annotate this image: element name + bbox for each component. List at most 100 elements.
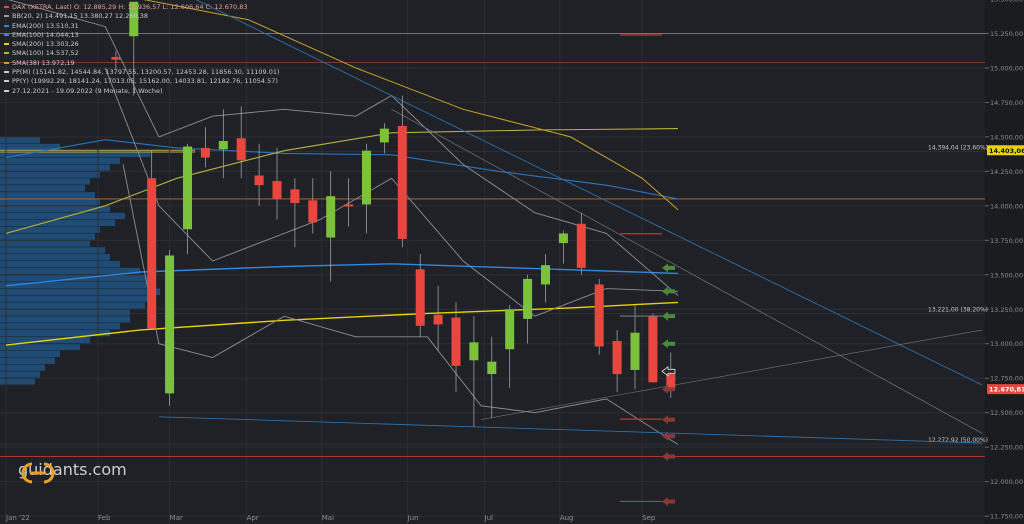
- volume-profile-bar: [0, 192, 95, 199]
- volume-profile-bar: [0, 357, 55, 364]
- line-trend-up: [481, 329, 983, 420]
- candle-up: [165, 249, 175, 406]
- legend-row: SMA(38) 13.972,19: [4, 59, 280, 68]
- volume-profile-bar: [0, 343, 80, 351]
- candle-down: [415, 254, 425, 337]
- candle-up: [505, 305, 515, 388]
- candle-down: [290, 178, 300, 248]
- legend-row-label: PP(M) (15141.82, 14544.84, 13797.55, 132…: [12, 68, 280, 77]
- candle-body: [129, 1, 139, 37]
- line-bb-mid: [104, 67, 679, 317]
- legend-row-label: 27.12.2021 - 19.09.2022 (9 Monate, 1 Woc…: [12, 86, 163, 95]
- signal-arrow-icon: [662, 496, 675, 506]
- legend-swatch-icon: [4, 71, 9, 74]
- price-tag: [987, 145, 1024, 156]
- line-support-long: [158, 416, 983, 444]
- signal-arrow-icon: [662, 384, 675, 394]
- candle-up: [218, 109, 228, 179]
- y-tick-label: 11.750,00: [990, 513, 1023, 521]
- price-tag-label: 14.403,06: [989, 147, 1024, 155]
- volume-profile-bar: [0, 267, 140, 275]
- series-icon: [4, 6, 9, 8]
- fib-level-label: 14.394,04 (23.60%): [928, 145, 988, 152]
- volume-profile-bar: [0, 281, 155, 289]
- y-tick-label: 15.250,00: [990, 30, 1023, 38]
- signal-arrow-icon: [662, 415, 675, 425]
- candle-up: [558, 230, 568, 264]
- candle-body: [558, 233, 568, 244]
- legend-row: PP(M) (15141.82, 14544.84, 13797.55, 132…: [4, 68, 280, 77]
- volume-profile-bar: [0, 178, 90, 185]
- legend-title-text: DAX (XETRA, Last) O: 12.885,29 H: 12.936…: [12, 3, 248, 11]
- legend-swatch-icon: [4, 15, 9, 18]
- candle-up: [630, 305, 640, 390]
- legend-swatch-icon: [4, 52, 9, 55]
- candle-down: [272, 147, 282, 220]
- volume-profile-bar: [0, 309, 130, 316]
- candle-down: [254, 143, 264, 206]
- line-ema100: [5, 139, 679, 200]
- legend-rows: BB(20, 2) 14.491,15 13.380,27 12.269,38 E…: [4, 12, 280, 96]
- volume-profile-bar: [0, 233, 95, 240]
- volume-profile-bar: [0, 323, 120, 330]
- line-sma38: [143, 0, 679, 211]
- candle-up: [523, 274, 533, 344]
- chart-legend: DAX (XETRA, Last) O: 12.885,29 H: 12.936…: [4, 3, 280, 96]
- legend-row: 27.12.2021 - 19.09.2022 (9 Monate, 1 Woc…: [4, 87, 280, 96]
- legend-swatch-icon: [4, 80, 9, 83]
- volume-profile-bar: [0, 371, 40, 378]
- x-tick-label: Sep: [642, 514, 656, 522]
- candle-body: [183, 146, 192, 230]
- line-sma200: [5, 301, 679, 346]
- volume-profile-bar: [0, 302, 145, 309]
- candle-body: [362, 150, 371, 205]
- legend-swatch-icon: [4, 43, 9, 46]
- line-trend-down-2: [391, 108, 983, 434]
- legend-row-label: PP(Y) (19992.29, 18141.24, 17013.05, 151…: [12, 77, 278, 86]
- candle-up: [541, 254, 550, 303]
- y-tick-label: 15.000,00: [990, 64, 1023, 72]
- y-axis-panel: [985, 0, 1024, 524]
- volume-profile-bar: [0, 329, 110, 337]
- candle-body: [111, 56, 121, 60]
- signal-arrow-icon: [662, 286, 675, 296]
- volume-profile-bar: [0, 288, 160, 295]
- x-tick-label: Mai: [322, 514, 334, 522]
- x-tick-label: Mar: [170, 514, 183, 522]
- volume-profile-bar: [0, 378, 35, 385]
- legend-swatch-icon: [4, 89, 9, 92]
- volume-profile-bar: [0, 150, 150, 158]
- candle-down: [344, 178, 354, 227]
- candle-body: [648, 316, 658, 383]
- candle-body: [523, 278, 533, 319]
- volume-profile-bar: [0, 205, 110, 213]
- line-trend-down-1: [195, 0, 983, 386]
- y-tick-label: 14.750,00: [990, 99, 1023, 107]
- candle-body: [505, 309, 515, 350]
- volume-profile-bar: [0, 143, 60, 151]
- candle-body: [272, 181, 282, 199]
- candle-body: [487, 361, 497, 375]
- x-tick-label: Aug: [560, 514, 574, 522]
- candle-body: [415, 269, 425, 326]
- y-tick-label: 12.500,00: [990, 409, 1023, 417]
- candle-body: [576, 223, 586, 268]
- price-tag-label: 12.670,83: [989, 386, 1024, 394]
- volume-profile-bar: [0, 295, 150, 302]
- y-tick-label: 13.250,00: [990, 306, 1023, 314]
- candle-up: [469, 316, 479, 427]
- candle-down: [451, 302, 461, 392]
- candle-body: [630, 332, 640, 370]
- line-ema200: [5, 263, 679, 287]
- legend-swatch-icon: [4, 61, 9, 64]
- volume-profile-bar: [0, 185, 85, 192]
- price-tag: [987, 384, 1024, 395]
- x-tick-label: Apr: [247, 514, 259, 522]
- volume-profile-bar: [0, 219, 115, 227]
- y-tick-label: 12.750,00: [990, 375, 1023, 383]
- legend-row-label: SMA(38) 13.972,19: [12, 58, 75, 67]
- volume-profile-bar: [0, 350, 60, 358]
- candle-body: [379, 128, 389, 143]
